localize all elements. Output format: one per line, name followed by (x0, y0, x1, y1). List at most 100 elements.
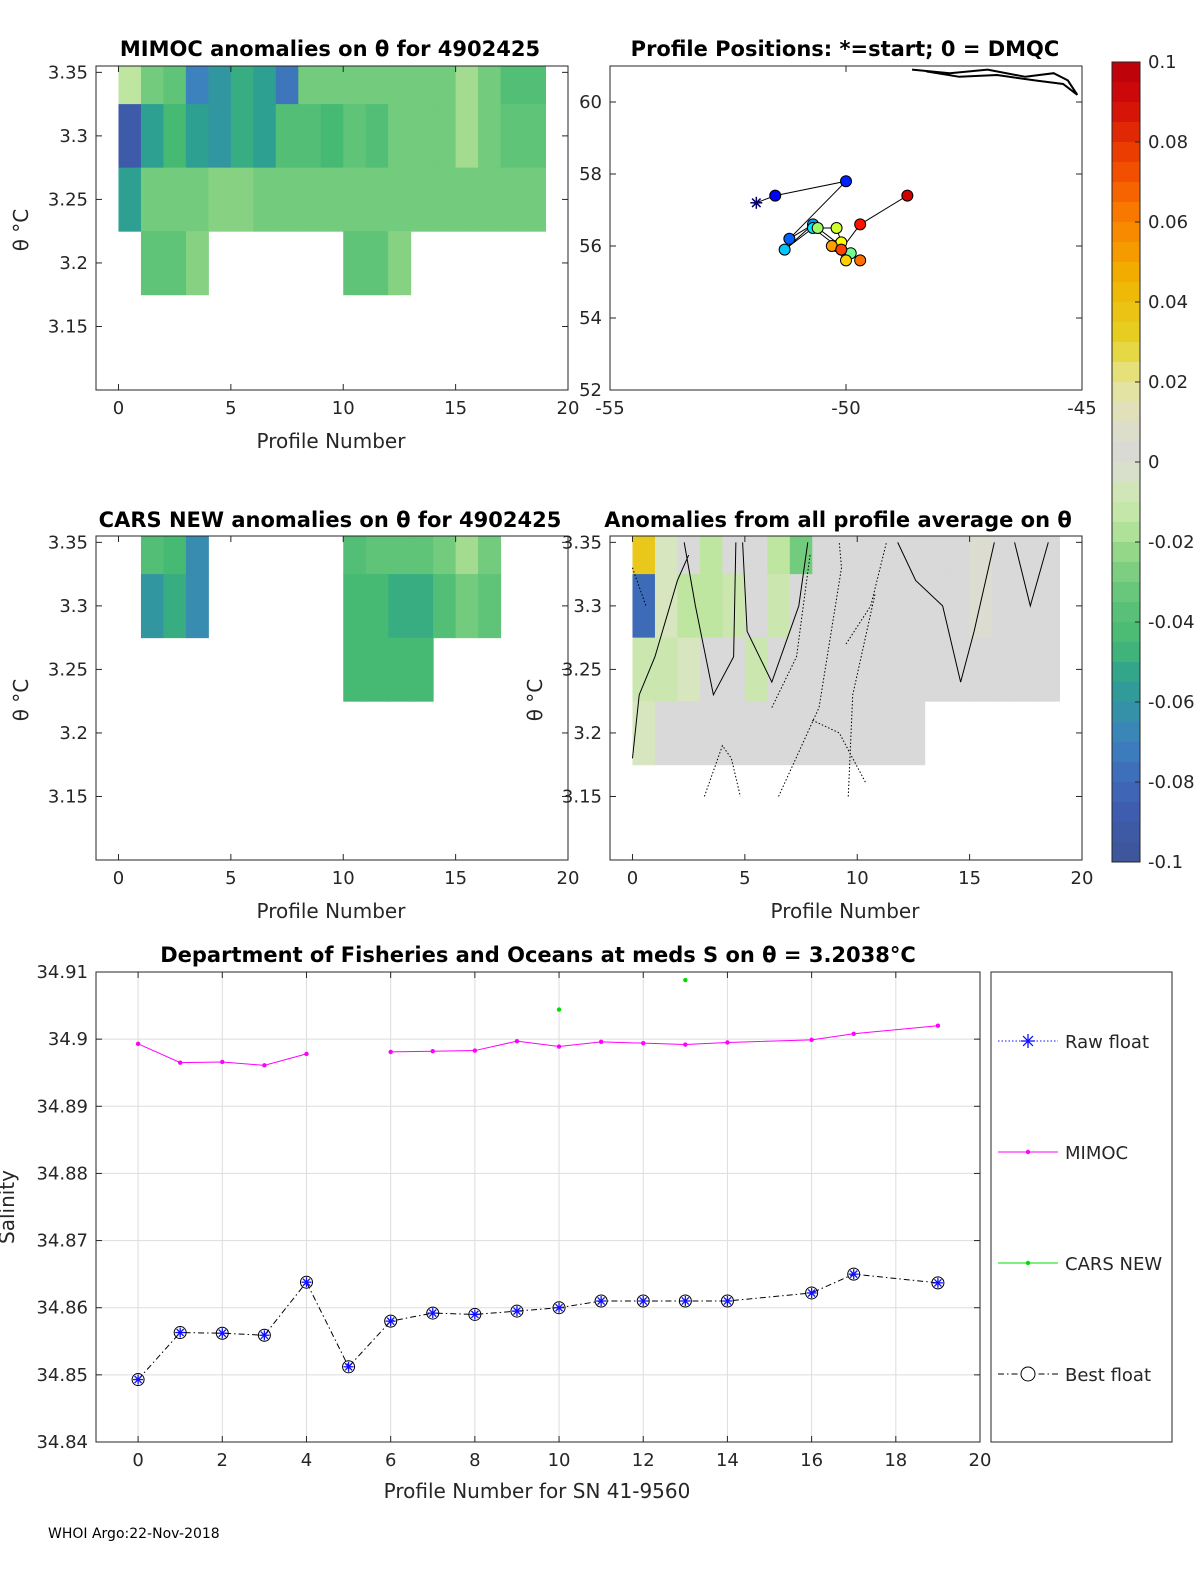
avg-cell (767, 536, 791, 575)
mimoc-cell (455, 104, 479, 169)
salinity-xtick-label: 2 (217, 1450, 228, 1471)
positions-start-ray (751, 198, 762, 208)
avg-contour-dotted (778, 542, 843, 797)
colorbar-segment (1112, 362, 1140, 383)
raw-float-star-ray (681, 1297, 690, 1305)
avg-cell (654, 536, 678, 575)
mimoc-cell (253, 104, 277, 169)
mimoc-cell (365, 167, 389, 232)
colorbar-segment (1112, 382, 1140, 403)
legend-best-marker (1020, 1366, 1036, 1382)
colorbar-tick-label: 0.1 (1148, 52, 1177, 73)
cars-cell (455, 536, 479, 575)
best-float-point (468, 1307, 482, 1321)
avg-cell (1037, 536, 1061, 575)
cars-cell (163, 536, 187, 575)
colorbar-segment (1112, 402, 1140, 423)
cars-cell (455, 574, 479, 639)
positions-marker (835, 243, 848, 256)
colorbar-segment (1112, 322, 1140, 343)
avg-cell (744, 574, 768, 639)
mimoc-cell (185, 104, 209, 169)
colorbar-segment (1112, 702, 1140, 723)
avg-cell (789, 536, 813, 575)
raw-float-star-ray (807, 1288, 816, 1297)
avg-xtick-label: 20 (1071, 868, 1094, 889)
best-float-line (137, 1273, 938, 1380)
positions-marker (901, 189, 914, 202)
raw-float-point (217, 1328, 228, 1339)
salinity-xtick-label: 0 (132, 1450, 143, 1471)
positions-ytick-label: 52 (579, 380, 602, 401)
cars-cell (365, 637, 389, 702)
avg-cell (879, 574, 903, 639)
raw-float-star-ray (428, 1309, 437, 1318)
colorbar-segment (1112, 102, 1140, 123)
cars-cell (410, 574, 434, 639)
mimoc-cell (410, 66, 434, 105)
cars-cell (343, 536, 367, 575)
raw-float-point (596, 1296, 607, 1306)
avg-cell (812, 637, 836, 702)
cars-xtick-label: 20 (557, 868, 580, 889)
mimoc-cell (163, 167, 187, 232)
avg-cell (812, 574, 836, 639)
colorbar-segment (1112, 202, 1140, 223)
positions-coastline (911, 68, 1079, 96)
avg-cell (947, 574, 971, 639)
avg-cell (722, 574, 746, 639)
mimoc-cell (163, 231, 187, 296)
cars-cell (365, 536, 389, 575)
mimoc-point (556, 1044, 562, 1049)
positions-marker (830, 222, 843, 234)
mimoc-point (598, 1039, 604, 1045)
mimoc-cell (365, 66, 389, 105)
raw-float-point (175, 1327, 186, 1338)
mimoc-cell (343, 66, 367, 105)
avg-ytick-label: 3.25 (562, 659, 602, 680)
raw-float-star-ray (470, 1310, 479, 1319)
colorbar-segment (1112, 602, 1140, 623)
colorbar-segment (1112, 842, 1140, 863)
salinity-ylabel: Salinity (0, 1170, 19, 1244)
mimoc-cell (230, 66, 254, 105)
mimoc-cell (118, 167, 142, 232)
avg-cell (767, 574, 791, 639)
positions-axes-box (609, 65, 1083, 391)
mimoc-point (177, 1060, 183, 1065)
mimoc-point (809, 1037, 814, 1043)
best-float-point (342, 1360, 356, 1374)
salinity-axes-box (95, 971, 981, 1443)
raw-float-star-ray (933, 1278, 942, 1287)
mimoc-cell (208, 66, 232, 105)
mimoc-cell (343, 167, 367, 232)
mimoc-cell (365, 104, 389, 169)
avg-cell (632, 536, 656, 575)
cars-cell (410, 536, 434, 575)
salinity-xtick-label: 12 (632, 1450, 655, 1471)
avg-cell (969, 536, 993, 575)
avg-cell (1037, 637, 1061, 702)
avg-cell (1037, 574, 1061, 639)
avg-cell (992, 637, 1016, 702)
mimoc-cell (455, 66, 479, 105)
avg-axes-box (609, 535, 1083, 861)
avg-cell (767, 701, 791, 766)
mimoc-cell (140, 167, 164, 232)
mimoc-cell (185, 231, 209, 296)
avg-ytick-label: 3.35 (562, 532, 602, 553)
cars-cell (163, 574, 187, 639)
avg-cell (1014, 574, 1038, 639)
avg-cell (857, 574, 881, 639)
colorbar-segment (1112, 662, 1140, 683)
mimoc-cell (298, 66, 322, 105)
avg-cell (654, 574, 678, 639)
avg-cell (744, 536, 768, 575)
cars-point (683, 977, 688, 983)
mimoc-point (304, 1051, 309, 1057)
avg-cell (857, 637, 881, 702)
legend-raw-star-ray (1022, 1035, 1034, 1047)
mimoc-ytick-label: 3.3 (59, 126, 88, 147)
colorbar-segment (1112, 802, 1140, 823)
avg-cell (699, 536, 723, 575)
